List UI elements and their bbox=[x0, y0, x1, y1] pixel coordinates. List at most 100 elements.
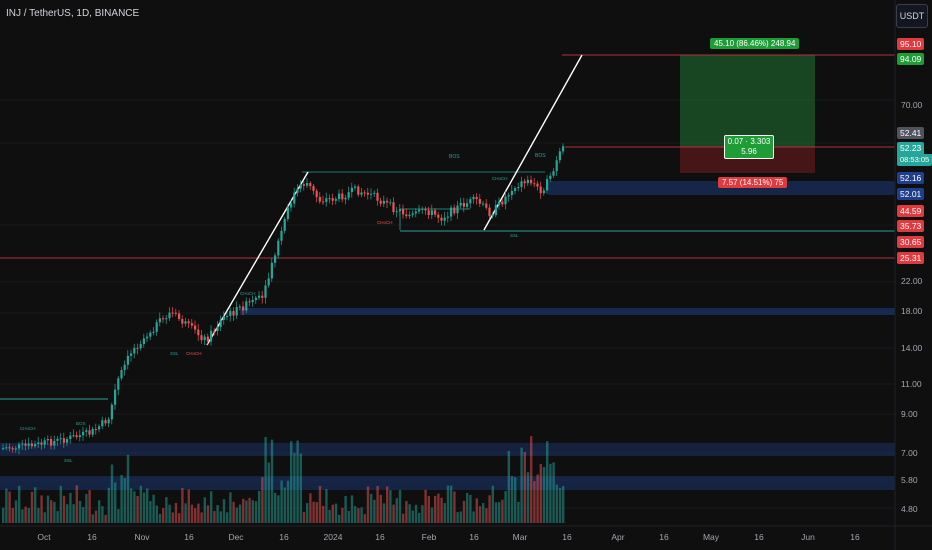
volume-bar bbox=[382, 503, 386, 523]
price-tag-2531: 25.31 bbox=[897, 252, 925, 264]
volume-bar bbox=[18, 485, 21, 523]
volume-bar bbox=[43, 512, 46, 523]
volume-bar bbox=[30, 491, 34, 523]
volume-bar bbox=[114, 482, 117, 523]
volume-bar bbox=[66, 504, 69, 523]
volume-bar bbox=[107, 487, 110, 523]
supply-zone-upper bbox=[548, 181, 895, 195]
price-axis-label: 5.80 bbox=[901, 475, 918, 485]
volume-bar bbox=[331, 504, 334, 523]
candle-body bbox=[126, 355, 129, 365]
volume-bar bbox=[549, 463, 552, 523]
volume-bar bbox=[424, 489, 427, 523]
candle-body bbox=[386, 200, 389, 203]
target-zone bbox=[680, 55, 815, 147]
candle-body bbox=[78, 435, 81, 438]
target-label[interactable]: 45.10 (86.46%) 248.94 bbox=[710, 38, 800, 49]
volume-bar bbox=[421, 505, 424, 523]
volume-bar bbox=[510, 476, 514, 523]
volume-bar bbox=[40, 495, 43, 523]
candle-body bbox=[34, 444, 37, 447]
volume-bar bbox=[187, 489, 190, 523]
volume-bar bbox=[235, 507, 238, 523]
candle-body bbox=[453, 207, 456, 214]
candle-body bbox=[117, 378, 120, 390]
candle-body bbox=[88, 430, 91, 435]
candle-body bbox=[277, 240, 280, 256]
candle-body bbox=[341, 193, 344, 200]
volume-bar bbox=[174, 502, 178, 523]
candle-body bbox=[75, 435, 78, 438]
candle-body bbox=[530, 179, 533, 184]
volume-bar bbox=[229, 492, 232, 523]
candle-body bbox=[286, 207, 289, 220]
candle-body bbox=[203, 336, 206, 341]
candle-body bbox=[418, 209, 421, 212]
volume-bar bbox=[354, 506, 357, 523]
annotation-choch-mar: CHoCH bbox=[492, 176, 508, 181]
volume-bar bbox=[434, 495, 437, 523]
candle-body bbox=[373, 192, 376, 194]
volume-bar bbox=[78, 500, 82, 523]
volume-bar bbox=[344, 495, 347, 523]
volume-bar bbox=[21, 509, 24, 523]
volume-bar bbox=[430, 507, 434, 523]
stop-label[interactable]: 7.57 (14.51%) 75 bbox=[718, 177, 788, 188]
candle-body bbox=[446, 216, 449, 218]
candle-body bbox=[174, 312, 177, 314]
candle-body bbox=[178, 313, 181, 320]
position-center-line2: 5.96 bbox=[741, 147, 757, 156]
date-axis-label: 16 bbox=[184, 532, 194, 542]
volume-bar bbox=[261, 477, 264, 523]
volume-bar bbox=[389, 490, 392, 523]
volume-bar bbox=[2, 507, 5, 523]
volume-bar bbox=[120, 475, 123, 523]
candle-body bbox=[312, 186, 315, 191]
candle-body bbox=[398, 209, 401, 212]
candle-body bbox=[107, 419, 110, 424]
position-center-label[interactable]: 0.07 · 3.303 5.96 bbox=[724, 135, 774, 159]
currency-button[interactable]: USDT bbox=[896, 4, 928, 28]
volume-bar bbox=[82, 507, 85, 523]
volume-bar bbox=[363, 514, 366, 523]
candle-body bbox=[331, 198, 334, 201]
candle-body bbox=[469, 199, 472, 204]
price-tag-3573: 35.73 bbox=[897, 220, 925, 232]
volume-bar bbox=[338, 514, 341, 523]
candle-body bbox=[293, 192, 296, 204]
annotation-bos-oct: BOS bbox=[76, 421, 86, 426]
volume-bar bbox=[190, 504, 194, 523]
candle-body bbox=[494, 205, 497, 216]
candle-body bbox=[315, 190, 318, 198]
volume-bar bbox=[392, 504, 395, 523]
volume-bar bbox=[219, 511, 222, 523]
candle-body bbox=[482, 203, 485, 205]
candle-body bbox=[421, 208, 424, 210]
candle-body bbox=[443, 217, 446, 221]
candle-body bbox=[91, 429, 94, 435]
candle-body bbox=[459, 202, 462, 206]
volume-bar bbox=[357, 508, 360, 523]
candle-body bbox=[357, 186, 360, 195]
volume-bar bbox=[517, 501, 520, 523]
volume-bar bbox=[542, 467, 546, 523]
volume-bar bbox=[5, 488, 8, 523]
candle-body bbox=[296, 188, 299, 193]
candle-body bbox=[254, 297, 257, 301]
volume-bar bbox=[165, 497, 168, 523]
candle-body bbox=[392, 202, 395, 213]
price-tag-5201: 52.01 bbox=[897, 188, 925, 200]
volume-bar bbox=[91, 514, 94, 523]
date-axis-label: Jun bbox=[801, 532, 815, 542]
candle-body bbox=[110, 404, 113, 420]
price-tag-last: 52.23 bbox=[897, 142, 925, 154]
volume-bar bbox=[50, 500, 53, 523]
volume-bar bbox=[440, 497, 443, 523]
volume-bar bbox=[11, 507, 14, 523]
candle-body bbox=[338, 193, 341, 200]
volume-bar bbox=[427, 496, 430, 523]
symbol-title[interactable]: INJ / TetherUS, 1D, BINANCE bbox=[6, 8, 140, 19]
volume-bar bbox=[370, 493, 373, 523]
